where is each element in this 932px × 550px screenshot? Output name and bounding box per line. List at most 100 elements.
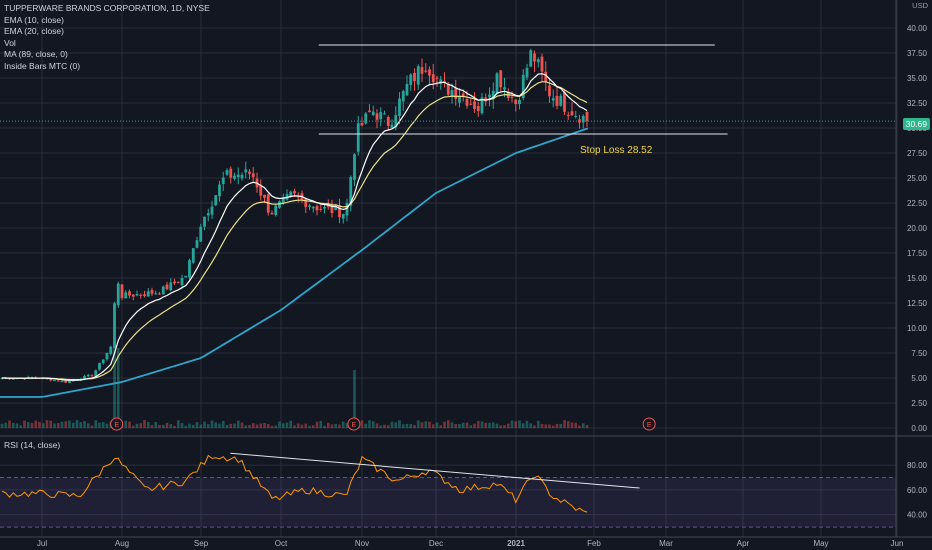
candle-body [158,293,161,295]
volume-bar [266,424,270,428]
volume-bar [446,420,450,428]
candle-body [311,206,315,209]
volume-bar [458,423,461,428]
candle-body [124,292,128,299]
volume-bar [495,423,499,428]
candle-body [349,177,353,206]
candle-body [341,214,345,219]
candle-body [244,169,248,173]
volume-bar [4,422,8,428]
volume-bar [383,424,386,428]
volume-bar [401,424,405,428]
candle-body [360,122,364,126]
ma89-legend[interactable]: MA (89, close, 0) [4,49,68,59]
candle-body [165,284,169,290]
candle-body [428,69,431,76]
volume-bar [570,422,574,428]
volume-bar [581,423,585,428]
price-axis-label: 15.00 [907,274,928,283]
volume-bar [53,423,56,428]
candle-body [559,95,563,106]
volume-bar [15,423,19,428]
volume-bar [338,424,341,428]
price-axis-label: 20.00 [907,224,928,233]
volume-bar [195,422,199,428]
candle-body [64,380,68,383]
time-axis-label: Oct [275,539,288,548]
volume-bar [304,423,308,428]
candle-body [529,50,533,67]
volume-bar [506,423,510,428]
currency-label[interactable]: USD [912,1,928,10]
candle-body [199,226,203,242]
earnings-marker [347,417,361,431]
candle-body [135,294,139,296]
volume-bar [439,425,443,428]
candle-body [248,171,251,174]
candle-body [206,213,210,216]
volume-bar [143,420,146,428]
symbol-title[interactable]: TUPPERWARE BRANDS CORPORATION, 1D, NYSE [4,3,210,13]
candle-body [416,66,420,85]
volume-bar [214,422,218,428]
volume-bar [19,425,23,428]
inside-bars-legend[interactable]: Inside Bars MTC (0) [4,60,81,71]
volume-bar [435,422,439,428]
rsi-legend[interactable]: RSI (14, close) [4,440,61,450]
candle-body [499,70,503,88]
candle-body [60,380,64,382]
volume-bar [38,421,41,428]
volume-bar [221,421,225,428]
candle-body [555,95,559,106]
volume-bar [566,421,570,428]
candle-body [225,170,229,175]
volume-bar [30,423,34,428]
candle-body [574,115,578,117]
candle-body [488,94,491,98]
vol-legend[interactable]: Vol [4,37,16,48]
candle-body [240,174,244,179]
ema20-legend[interactable]: EMA (20, close) [4,26,64,36]
volume-bar [248,425,251,428]
volume-bar [326,422,330,428]
volume-bar [424,421,428,428]
volume-bar [281,423,285,428]
candle-body [518,99,521,105]
volume-bar [585,425,589,428]
volume-bar [398,420,401,428]
candle-body [176,281,180,283]
candle-body [368,110,371,113]
price-axis-label: 27.50 [907,149,928,158]
volume-bar [259,423,263,428]
volume-bar [278,421,281,428]
candle-body [394,115,398,128]
volume-bar [154,421,158,428]
candle-body [461,93,465,96]
volume-bar [548,424,551,428]
volume-bar [341,421,345,428]
volume-bar [465,422,469,428]
ema10-legend[interactable]: EMA (10, close) [4,14,64,25]
candle-body [443,81,446,83]
volume-bar [544,424,548,428]
candle-body [278,201,281,208]
volume-bar [559,423,563,428]
volume-bar [308,425,311,428]
price-axis-label: 32.50 [907,99,928,108]
candle-body [49,378,53,381]
volume-bar [161,424,165,428]
candle-body [458,96,461,103]
volume-bar [188,423,191,428]
volume-bar [551,425,555,428]
volume-bar [169,424,173,428]
volume-bar [210,420,214,428]
volume-bar [270,425,274,428]
candle-body [356,123,360,152]
candle-body [533,53,536,62]
time-axis-label: 2021 [507,539,525,548]
volume-bar [578,425,581,428]
earnings-marker-label: E [352,422,357,429]
volume-bar [491,422,495,428]
price-axis-label: 2.50 [911,399,927,408]
